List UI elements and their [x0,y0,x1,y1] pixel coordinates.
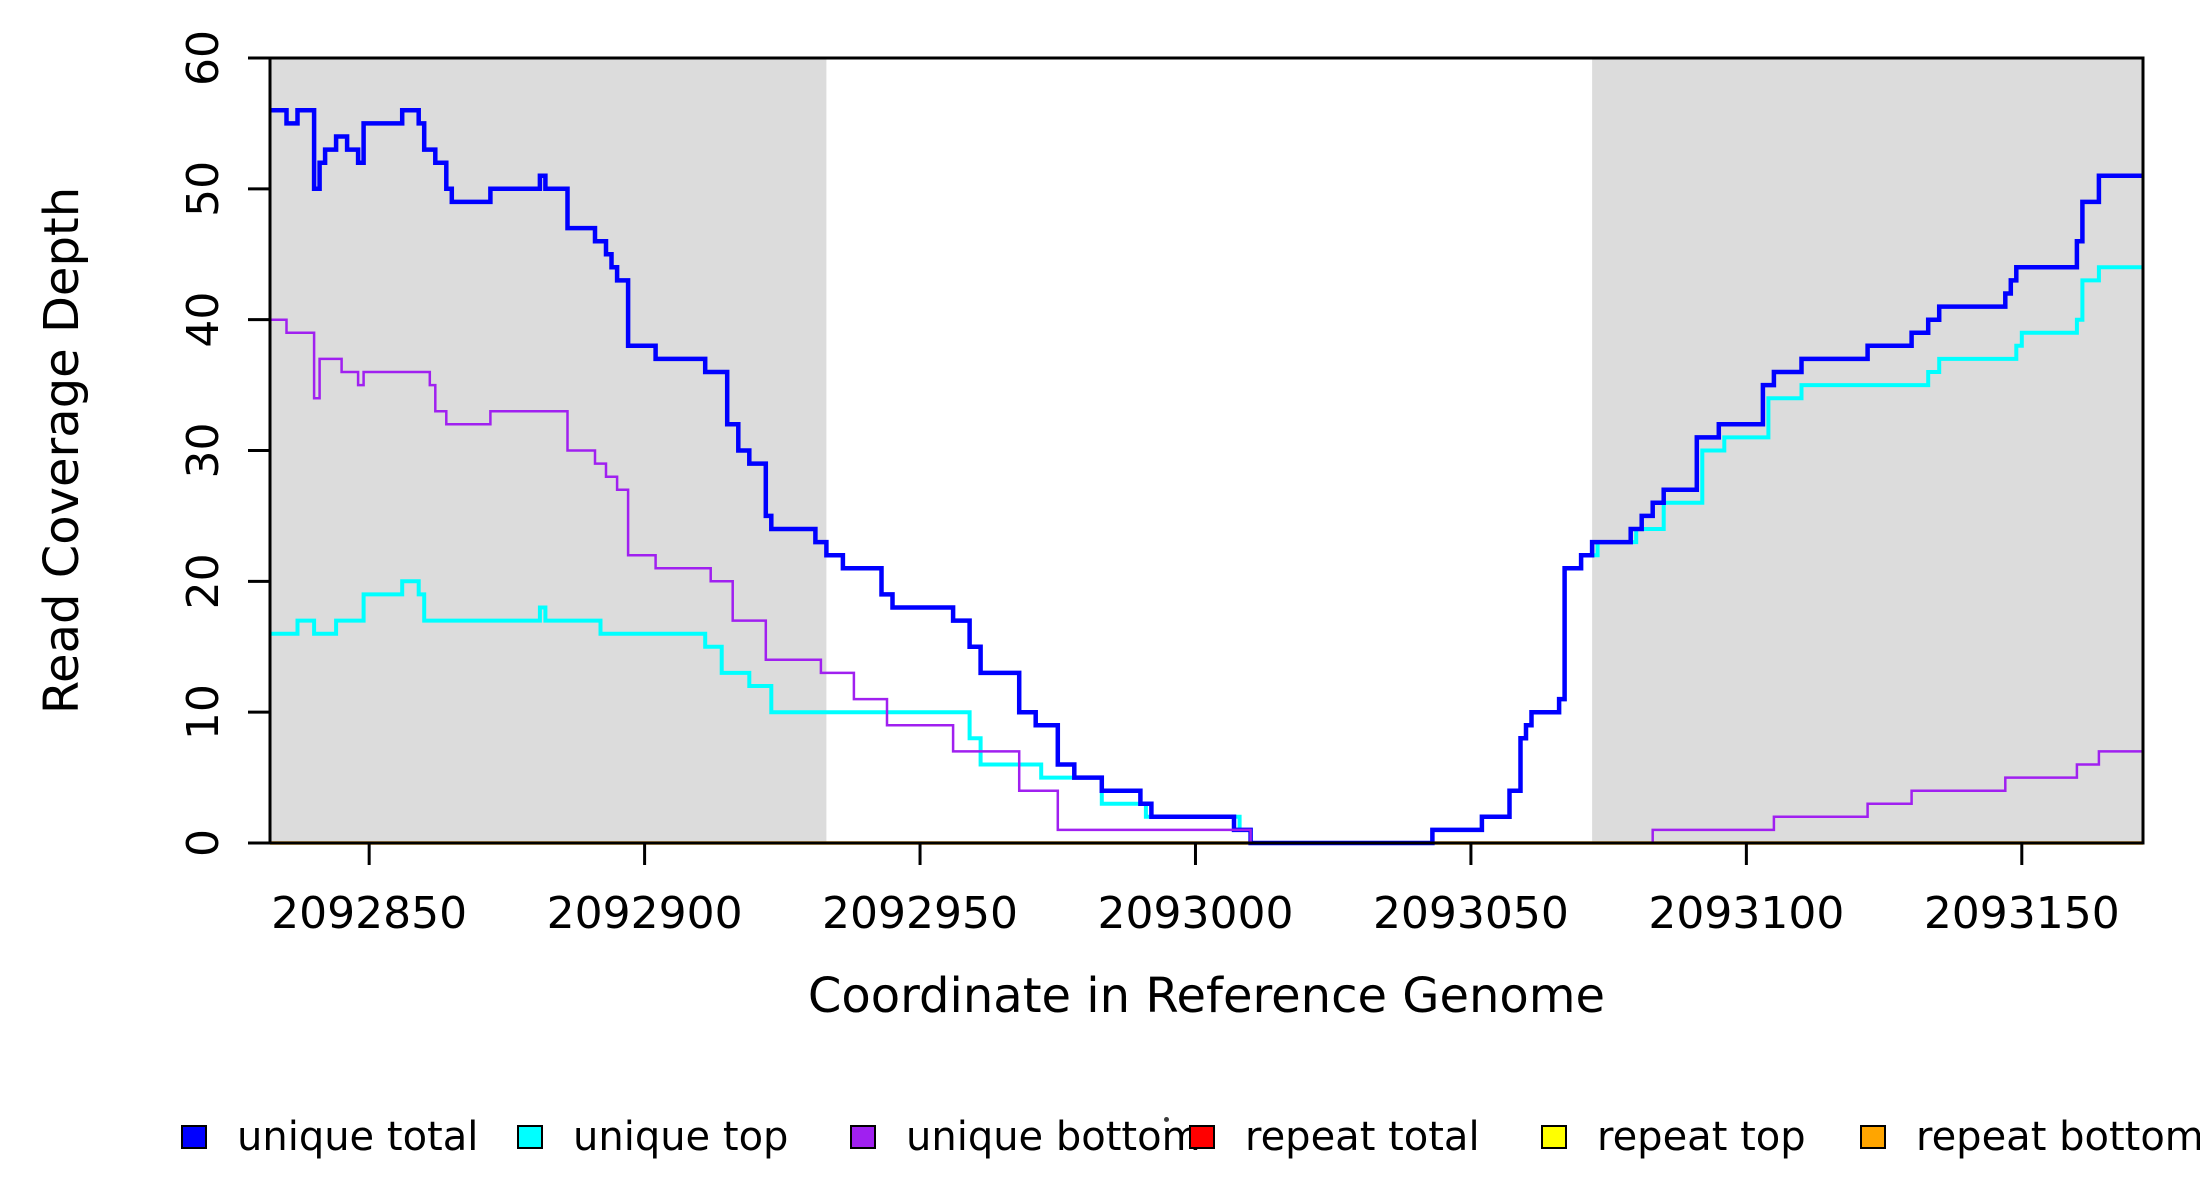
stray-dot [1164,1117,1169,1122]
x-tick-label: 2092850 [271,888,467,939]
x-tick-label: 2093100 [1648,888,1844,939]
series-line-unique-bottom [270,318,2143,845]
x-tick-label: 2093000 [1097,888,1293,939]
y-tick-label: 0 [178,829,229,857]
x-tick-label: 2092950 [822,888,1018,939]
shaded-right-gray-region [1592,58,2143,843]
y-tick-label: 10 [178,684,229,740]
y-tick-label: 60 [178,30,229,86]
y-axis-title: Read Coverage Depth [34,187,90,714]
x-tick-label: 2092900 [547,888,743,939]
y-tick-label: 30 [178,423,229,479]
y-tick-label: 20 [178,553,229,609]
x-tick-label: 2093050 [1373,888,1569,939]
y-tick-label: 40 [178,292,229,348]
x-tick-label: 2093150 [1924,888,2120,939]
x-axis-title: Coordinate in Reference Genome [808,968,1605,1024]
series-line-unique-total [270,108,2143,846]
y-tick-label: 50 [178,161,229,217]
